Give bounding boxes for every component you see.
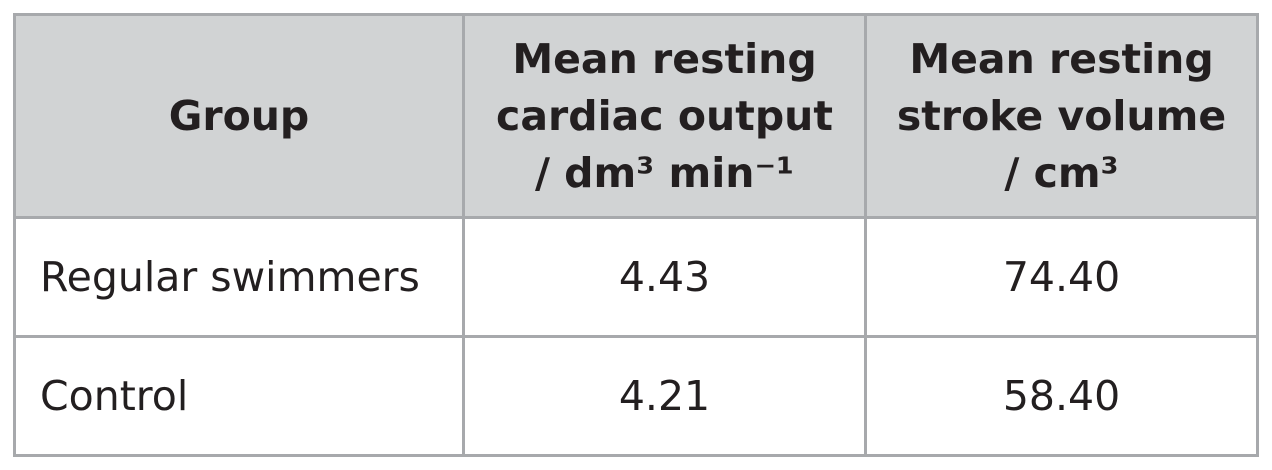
stroke-volume-cell: 74.40 xyxy=(864,216,1259,338)
group-cell: Regular swimmers xyxy=(13,216,465,338)
header-stroke-volume: Mean resting stroke volume / cm³ xyxy=(864,13,1259,219)
header-cardiac-output-unit: / dm³ min⁻¹ xyxy=(534,148,795,197)
header-stroke-volume-unit: / cm³ xyxy=(1004,148,1119,197)
table-row: Control 4.21 58.40 xyxy=(13,335,1259,457)
data-table: Group Mean resting cardiac output / dm³ … xyxy=(13,13,1259,457)
table-header: Group Mean resting cardiac output / dm³ … xyxy=(13,13,1259,219)
stroke-volume-cell: 58.40 xyxy=(864,335,1259,457)
header-row: Group Mean resting cardiac output / dm³ … xyxy=(13,13,1259,219)
cardiac-output-cell: 4.43 xyxy=(462,216,867,338)
header-stroke-volume-line-2: stroke volume xyxy=(896,91,1227,140)
header-stroke-volume-line-1: Mean resting xyxy=(909,34,1214,83)
header-cardiac-output-line-2: cardiac output xyxy=(496,91,833,140)
header-group-label: Group xyxy=(168,91,310,140)
header-cardiac-output: Mean resting cardiac output / dm³ min⁻¹ xyxy=(462,13,867,219)
header-group: Group xyxy=(13,13,465,219)
cardiac-output-cell: 4.21 xyxy=(462,335,867,457)
group-cell: Control xyxy=(13,335,465,457)
table-row: Regular swimmers 4.43 74.40 xyxy=(13,216,1259,338)
table-body: Regular swimmers 4.43 74.40 Control 4.21… xyxy=(13,216,1259,457)
header-cardiac-output-line-1: Mean resting xyxy=(512,34,817,83)
